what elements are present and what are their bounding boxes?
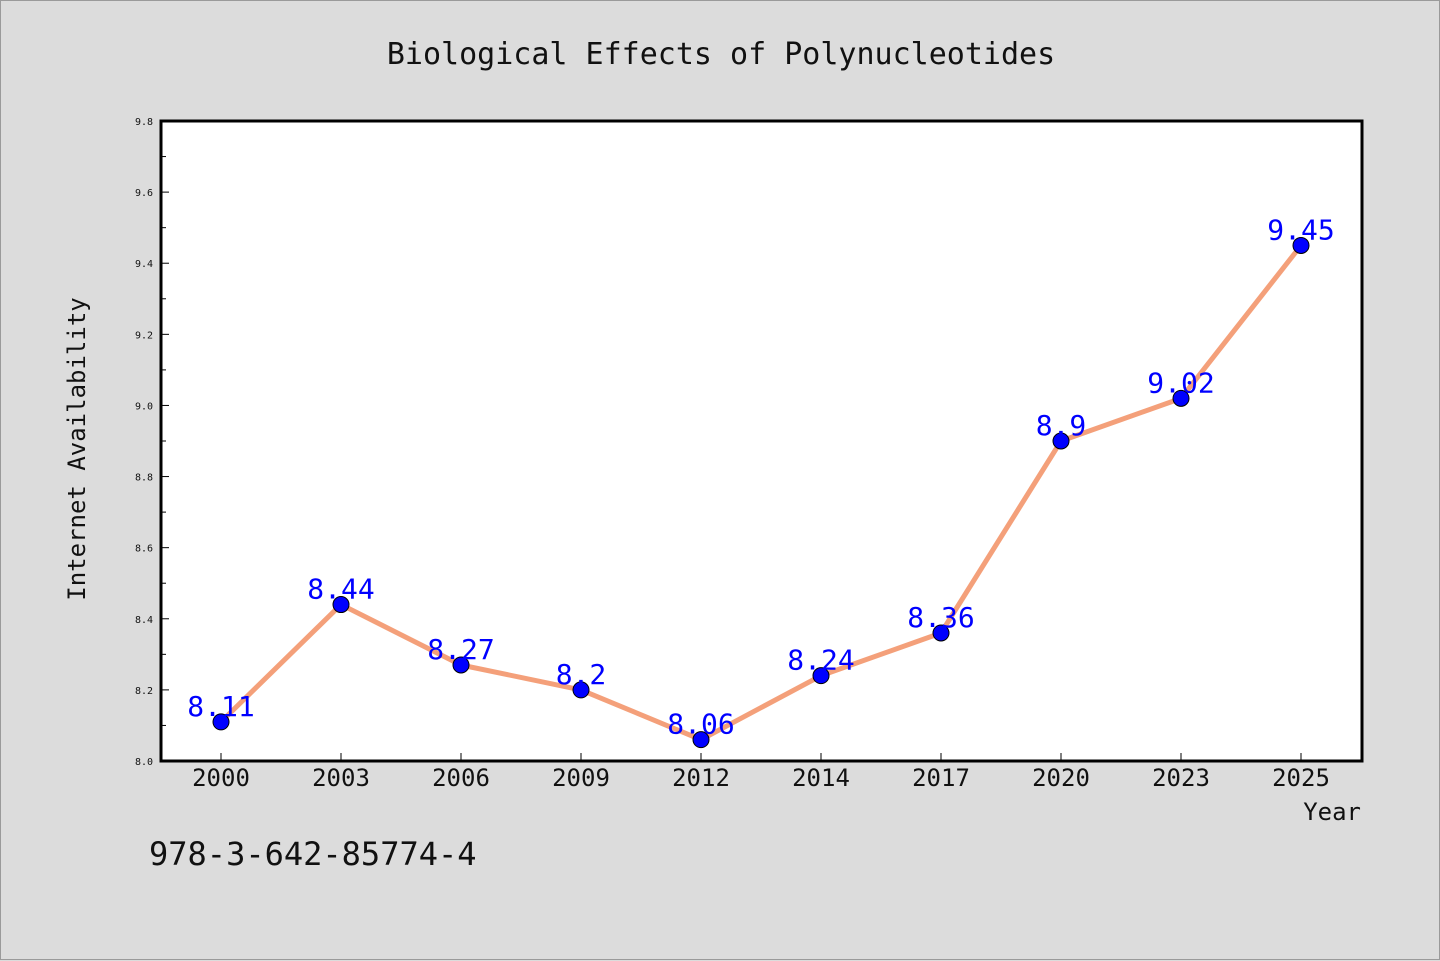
- y-tick-label: 9.2: [135, 330, 153, 341]
- data-point: [1292, 236, 1310, 254]
- series-line: [218, 242, 1304, 743]
- y-tick-label: 9.6: [135, 188, 153, 199]
- x-tick-label: 2012: [672, 764, 730, 792]
- y-tick-label: 9.8: [135, 117, 153, 128]
- y-tick-label: 8.4: [135, 615, 153, 626]
- x-tick-label: 2000: [192, 764, 250, 792]
- data-point: [692, 731, 710, 749]
- data-label: 8.24: [787, 644, 854, 677]
- y-tick-label: 8.0: [135, 757, 153, 768]
- series-line-group: [218, 242, 1304, 743]
- y-tick-label: 9.4: [135, 259, 153, 270]
- x-tick-label: 2003: [312, 764, 370, 792]
- data-point: [452, 656, 470, 674]
- data-point: [212, 713, 230, 731]
- data-label: 8.11: [187, 690, 254, 723]
- data-point: [932, 624, 950, 642]
- y-tick-label: 8.6: [135, 544, 153, 555]
- data-point: [1172, 389, 1190, 407]
- data-label: 9.02: [1147, 366, 1214, 399]
- x-axis: 2000 2003 2006 2009 2012 2014 2017 2020 2023 2025: [192, 753, 1330, 792]
- y-axis-title: Internet Availability: [63, 297, 91, 600]
- y-tick-label: 9.0: [135, 401, 153, 412]
- x-tick-label: 2017: [912, 764, 970, 792]
- data-point: [1052, 432, 1070, 450]
- x-tick-label: 2025: [1272, 764, 1330, 792]
- x-tick-label: 2006: [432, 764, 490, 792]
- data-point: [572, 681, 590, 699]
- y-axis: 8.0 8.2 8.4 8.6 8.8 9.0 9.2 9.4 9.6 9.8: [135, 117, 169, 768]
- x-axis-title: Year: [1303, 798, 1361, 826]
- data-label-group: 8.11 8.44 8.27 8.2 8.06 8.24 8.36 8.9 9.02 9.45: [187, 213, 1334, 740]
- x-tick-label: 2014: [792, 764, 850, 792]
- data-label: 8.2: [556, 658, 607, 691]
- data-label: 9.45: [1267, 213, 1334, 246]
- series-marker-group: [212, 236, 1310, 749]
- x-tick-label: 2020: [1032, 764, 1090, 792]
- isbn-text: 978-3-642-85774-4: [149, 835, 477, 873]
- data-label: 8.27: [427, 633, 494, 666]
- data-label: 8.36: [907, 601, 974, 634]
- data-label: 8.06: [667, 708, 734, 741]
- plot-area: [159, 119, 1364, 763]
- x-tick-label: 2009: [552, 764, 610, 792]
- data-label: 8.44: [307, 573, 374, 606]
- chart-title: Biological Effects of Polynucleotides: [387, 37, 1055, 72]
- y-tick-label: 8.2: [135, 686, 153, 697]
- y-tick-label: 8.8: [135, 473, 153, 484]
- data-point: [812, 667, 830, 685]
- data-point: [332, 596, 350, 614]
- data-label: 8.9: [1036, 409, 1087, 442]
- x-tick-label: 2023: [1152, 764, 1210, 792]
